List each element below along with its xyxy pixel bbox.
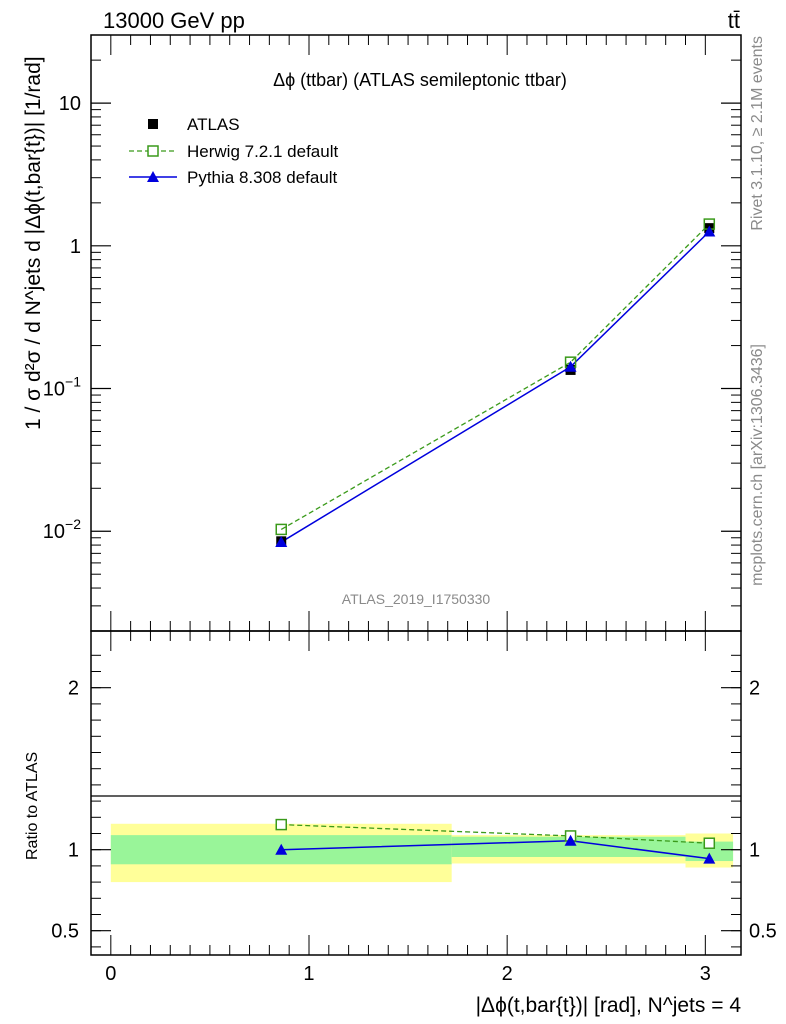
y-tick-label: 1 [70,236,81,258]
ratio-y-axis-ticks: 2 2 1 1 0.5 0.5 [51,654,777,948]
y-tick-label: 10−1 [43,374,81,401]
main-y-axis-label: 1 / σ d²σ / d N^jets d |Δϕ(t,bar{t})| [1… [22,56,45,430]
ratio-pythia-point [703,852,716,864]
ratio-y-tick-label-left: 1 [68,840,79,862]
legend-atlas-marker [148,119,158,129]
main-y-axis-ticks: 10 1 10−1 10−2 [43,93,741,543]
ratio-bands [110,823,734,883]
ratio-y-tick-label-right: 0.5 [749,921,777,943]
main-x-axis-ticks [110,35,706,631]
pythia-point [703,225,716,237]
y-tick-label: 10 [59,93,81,115]
ratio-band-inner [451,836,686,857]
rivet-label: Rivet 3.1.10, ≥ 2.1M events [749,36,766,231]
chart-title: Δϕ (ttbar) (ATLAS semileptonic ttbar) [273,70,567,90]
ratio-herwig-point [703,837,716,849]
legend-herwig-marker [147,145,159,157]
ratio-herwig-point [275,818,287,831]
analysis-id: ATLAS_2019_I1750330 [342,591,491,607]
x-tick-label: 1 [303,963,314,985]
legend-pythia-marker [147,171,159,182]
legend: ATLAS Herwig 7.2.1 default Pythia 8.308 de… [129,115,338,187]
x-tick-label: 3 [700,963,711,985]
ratio-y-tick-label-right: 2 [749,678,760,700]
x-axis-label: |Δϕ(t,bar{t})| [rad], N^jets = 4 [476,994,742,1017]
mcplots-label: mcplots.cern.ch [arXiv:1306.3436] [749,344,766,586]
x-tick-label: 2 [502,963,513,985]
x-tick-label: 0 [105,963,116,985]
main-panel: 10 1 10−1 10−2 Δϕ (ttbar) (ATLAS semilepton… [43,34,742,632]
main-series [275,218,716,548]
legend-label: Herwig 7.2.1 default [187,142,338,161]
ratio-y-tick-label-right: 1 [749,840,760,862]
pythia-point [275,536,288,548]
ratio-band-inner [685,841,734,862]
main-minor-ticks [91,34,741,632]
herwig-point [275,523,287,536]
energy-label: 13000 GeV pp [103,8,245,33]
ratio-y-tick-label-left: 0.5 [51,921,79,943]
y-tick-label: 10−2 [43,516,81,543]
ratio-y-tick-label-left: 2 [68,678,79,700]
ratio-pythia-point [275,843,288,855]
process-label: tt̄ [728,8,740,33]
pythia-point [564,360,577,372]
ratio-panel: 2 2 1 1 0.5 0.5 0 1 2 3 [51,630,777,985]
pythia-line [280,230,710,543]
ratio-series [275,818,716,864]
ratio-pythia-point [564,834,577,846]
ratio-frame [90,630,742,956]
legend-label: ATLAS [187,115,240,134]
ratio-x-axis-ticks: 0 1 2 3 [105,631,711,985]
ratio-y-axis-label: Ratio to ATLAS [24,752,41,860]
herwig-line [280,223,710,530]
legend-label: Pythia 8.308 default [187,168,338,187]
